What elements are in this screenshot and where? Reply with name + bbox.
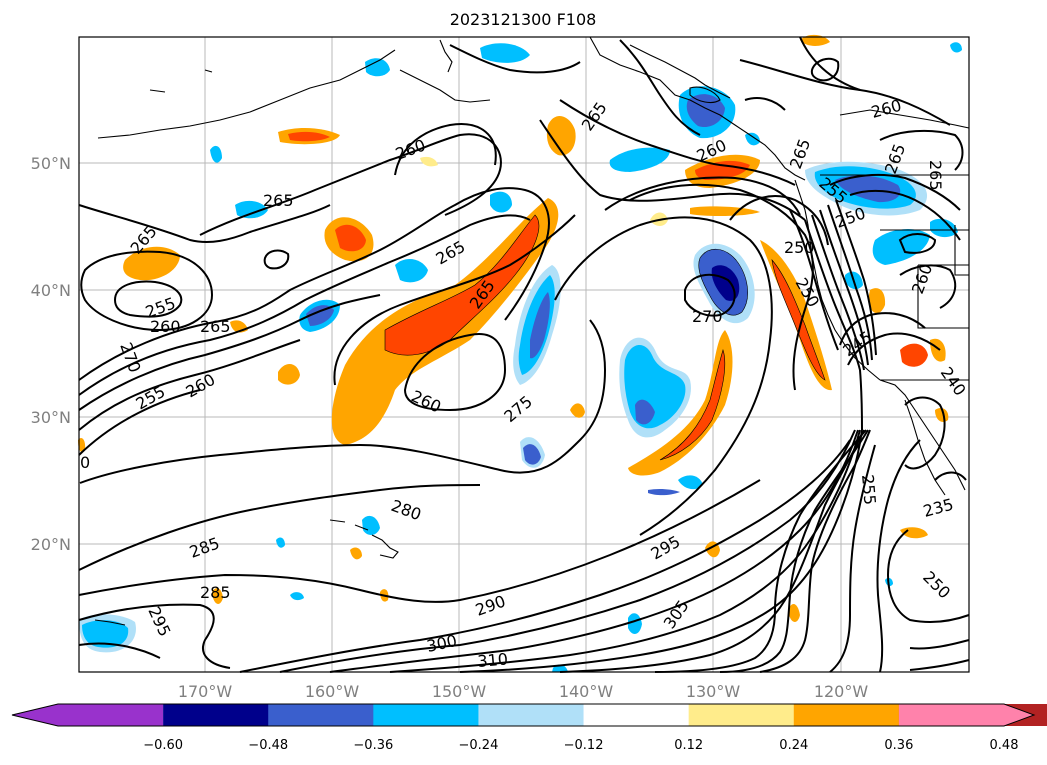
lat-label: 20°N — [31, 535, 71, 554]
colorbar-cell — [898, 704, 1034, 726]
contour-label: 265 — [926, 160, 945, 191]
colorbar-cell — [12, 704, 164, 726]
colorbar-outline — [11, 703, 1036, 727]
lat-label: 30°N — [31, 408, 71, 427]
negative-anomaly-fills — [79, 42, 962, 672]
colorbar-cell — [478, 704, 585, 726]
map-panel: 265 260 265 265 255 260 265 270 255 260 … — [78, 34, 970, 673]
colorbar-tick-label: −0.24 — [459, 738, 499, 753]
colorbar-cell — [373, 704, 479, 726]
lon-label: 160°W — [305, 682, 360, 701]
contour-label: 265 — [200, 317, 231, 336]
coastlines — [94, 36, 970, 626]
positive-anomaly-fills — [78, 34, 949, 622]
height-contours — [78, 36, 970, 673]
map-title: 2023121300 F108 — [450, 10, 597, 29]
gridlines — [79, 37, 969, 672]
lon-label: 170°W — [178, 682, 233, 701]
contour-label: 250 — [784, 238, 815, 257]
colorbar-tick-label: −0.48 — [248, 738, 288, 753]
lon-label: 140°W — [559, 682, 614, 701]
lat-label: 50°N — [31, 154, 71, 173]
colorbar-cell — [268, 704, 374, 726]
colorbar-cell — [583, 704, 690, 726]
colorbar-tick-label: 0.12 — [674, 738, 703, 753]
contour-label: 310 — [477, 649, 509, 671]
contour-label: 265 — [263, 191, 294, 210]
contour-label: 0 — [80, 453, 90, 472]
colorbar-cell — [163, 704, 269, 726]
colorbar-tick-label: −0.12 — [564, 738, 604, 753]
colorbar-tick-label: 0.48 — [990, 738, 1019, 753]
colorbar-tick-label: 0.24 — [779, 738, 808, 753]
contour-label: 285 — [200, 583, 231, 602]
lon-label: 150°W — [432, 682, 487, 701]
lon-label: 120°W — [814, 682, 869, 701]
contour-label: 255 — [858, 474, 880, 506]
colorbar-cell — [688, 704, 795, 726]
lon-label: 130°W — [686, 682, 741, 701]
colorbar-tick-label: −0.60 — [143, 738, 183, 753]
colorbar-tick-label: 0.36 — [884, 738, 913, 753]
latitude-labels: 50°N 40°N 30°N 20°N — [31, 154, 71, 554]
contour-label: 270 — [692, 307, 723, 326]
contour-label: 260 — [150, 317, 181, 336]
lat-label: 40°N — [31, 281, 71, 300]
map-frame — [78, 36, 970, 673]
colorbar: −0.60 −0.48 −0.36 −0.24 −0.12 0.12 0.24 0.36 0.4… — [11, 703, 1047, 753]
colorbar-cell — [793, 704, 900, 726]
longitude-labels: 170°W 160°W 150°W 140°W 130°W 120°W — [178, 682, 869, 701]
colorbar-tick-label: −0.36 — [353, 738, 393, 753]
